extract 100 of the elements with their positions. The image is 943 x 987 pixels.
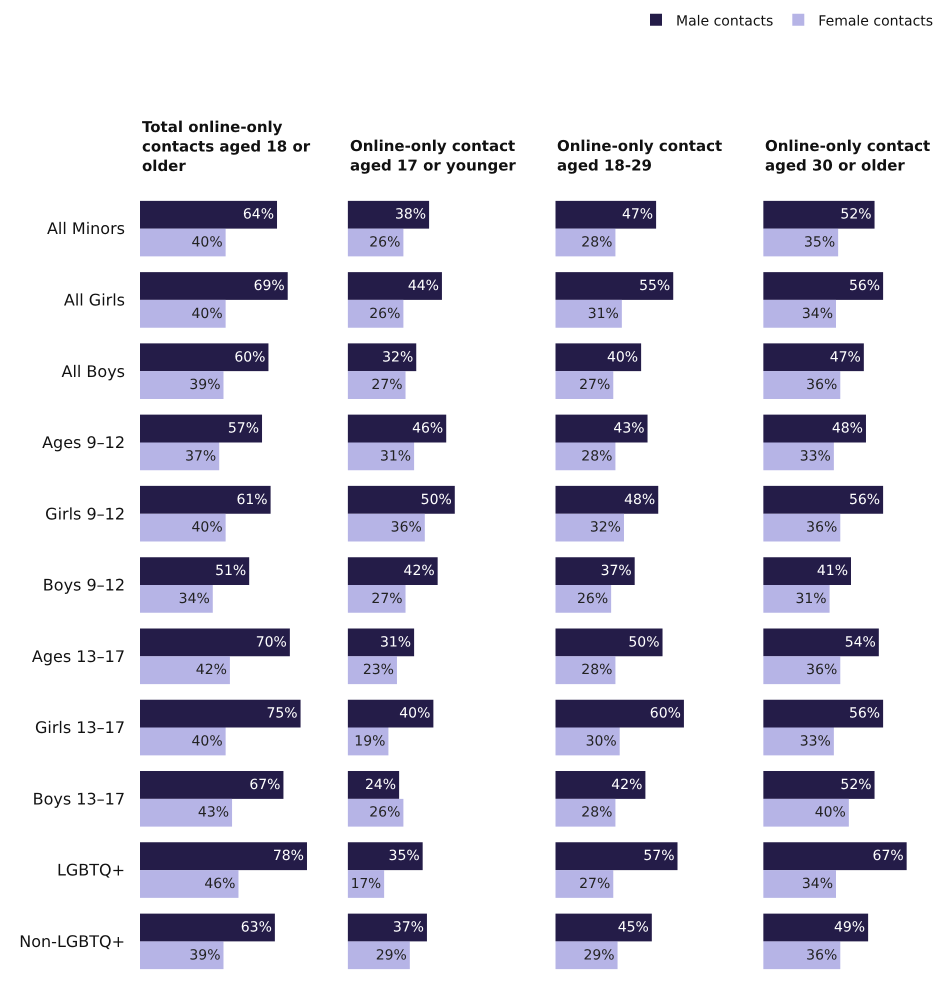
bar bbox=[140, 272, 288, 300]
data-label: 40% bbox=[192, 306, 223, 322]
data-label: 50% bbox=[628, 634, 660, 650]
y-tick-label: LGBTQ+ bbox=[56, 860, 125, 880]
data-label: 27% bbox=[371, 590, 403, 607]
data-label: 67% bbox=[872, 848, 904, 864]
bar bbox=[763, 486, 884, 514]
data-label: 34% bbox=[802, 306, 834, 322]
bar bbox=[140, 700, 301, 728]
data-label: 63% bbox=[240, 919, 272, 936]
bar bbox=[140, 771, 284, 799]
data-label: 40% bbox=[814, 804, 846, 821]
data-label: 46% bbox=[204, 876, 236, 892]
data-label: 61% bbox=[236, 492, 268, 508]
data-label: 57% bbox=[228, 420, 260, 437]
data-label: 47% bbox=[622, 206, 654, 223]
data-label: 43% bbox=[613, 420, 645, 437]
bar bbox=[763, 842, 907, 870]
bar bbox=[555, 272, 674, 300]
data-label: 33% bbox=[800, 733, 831, 750]
bar bbox=[348, 771, 400, 799]
y-tick-label: Girls 9–12 bbox=[45, 504, 125, 524]
bar bbox=[555, 228, 616, 256]
bar bbox=[555, 371, 614, 399]
y-tick-label: All Boys bbox=[62, 362, 125, 381]
chart-title: Total online-only contacts aged 18 or older bbox=[142, 118, 311, 175]
data-label: 34% bbox=[802, 876, 834, 892]
bar bbox=[763, 798, 849, 827]
data-label: 39% bbox=[189, 377, 220, 394]
data-label: 17% bbox=[350, 876, 382, 892]
data-label: 57% bbox=[643, 848, 675, 864]
data-label: 29% bbox=[376, 947, 407, 964]
bar bbox=[555, 941, 618, 970]
bar bbox=[140, 842, 307, 870]
bar bbox=[348, 585, 406, 613]
data-label: 31% bbox=[380, 448, 412, 464]
data-label: 29% bbox=[583, 947, 615, 964]
bar bbox=[763, 656, 840, 684]
y-tick-label: Boys 13–17 bbox=[32, 789, 125, 808]
data-label: 56% bbox=[848, 278, 880, 294]
bar bbox=[763, 628, 879, 656]
bar bbox=[348, 914, 427, 942]
data-label: 38% bbox=[394, 206, 426, 223]
bar bbox=[763, 300, 836, 328]
bar bbox=[555, 200, 656, 229]
data-label: 32% bbox=[382, 349, 414, 366]
data-label: 31% bbox=[380, 634, 412, 650]
data-label: 45% bbox=[618, 919, 649, 936]
bar bbox=[348, 343, 416, 372]
data-label: 27% bbox=[371, 377, 403, 394]
data-label: 28% bbox=[581, 804, 612, 821]
bar bbox=[555, 514, 624, 542]
data-label: 37% bbox=[185, 448, 216, 464]
bar bbox=[763, 870, 836, 898]
bar bbox=[140, 728, 226, 756]
data-label: 26% bbox=[369, 804, 400, 821]
data-label: 36% bbox=[390, 520, 422, 536]
data-label: 31% bbox=[795, 590, 827, 607]
data-label: 42% bbox=[611, 776, 642, 793]
bar bbox=[348, 200, 430, 229]
data-label: 49% bbox=[834, 919, 866, 936]
data-label: 28% bbox=[581, 448, 612, 464]
data-label: 56% bbox=[848, 706, 880, 722]
y-tick-label: Boys 9–12 bbox=[42, 576, 125, 595]
data-label: 67% bbox=[249, 776, 280, 793]
data-label: 64% bbox=[242, 206, 274, 223]
bar bbox=[763, 200, 875, 229]
bar bbox=[763, 343, 864, 372]
bar bbox=[140, 343, 268, 372]
bar bbox=[555, 343, 642, 372]
data-label: 55% bbox=[639, 278, 670, 294]
data-label: 36% bbox=[806, 947, 838, 964]
y-tick-label: Non-LGBTQ+ bbox=[19, 932, 125, 951]
bar bbox=[348, 941, 410, 970]
bar bbox=[555, 557, 635, 585]
y-tick-label: Ages 9–12 bbox=[42, 433, 125, 452]
data-label: 26% bbox=[369, 234, 400, 251]
bar bbox=[140, 300, 226, 328]
bar bbox=[763, 272, 884, 300]
bar bbox=[140, 200, 278, 229]
data-label: 42% bbox=[404, 563, 435, 580]
bar bbox=[348, 557, 438, 585]
bar bbox=[348, 272, 442, 300]
y-tick-label: All Girls bbox=[64, 290, 125, 310]
bar bbox=[555, 300, 622, 328]
bar bbox=[555, 700, 684, 728]
bar bbox=[763, 585, 830, 613]
bar bbox=[763, 728, 834, 756]
data-label: 56% bbox=[848, 492, 880, 508]
data-label: 48% bbox=[624, 492, 656, 508]
bar bbox=[348, 442, 414, 470]
data-label: 41% bbox=[816, 563, 848, 580]
bar bbox=[763, 414, 866, 442]
data-label: 34% bbox=[178, 590, 210, 607]
bar bbox=[140, 414, 262, 442]
bar bbox=[555, 842, 678, 870]
data-label: 70% bbox=[256, 634, 287, 650]
chart-title: Online-only contact aged 17 or younger bbox=[350, 137, 516, 174]
data-label: 26% bbox=[369, 306, 400, 322]
data-label: 39% bbox=[189, 947, 220, 964]
